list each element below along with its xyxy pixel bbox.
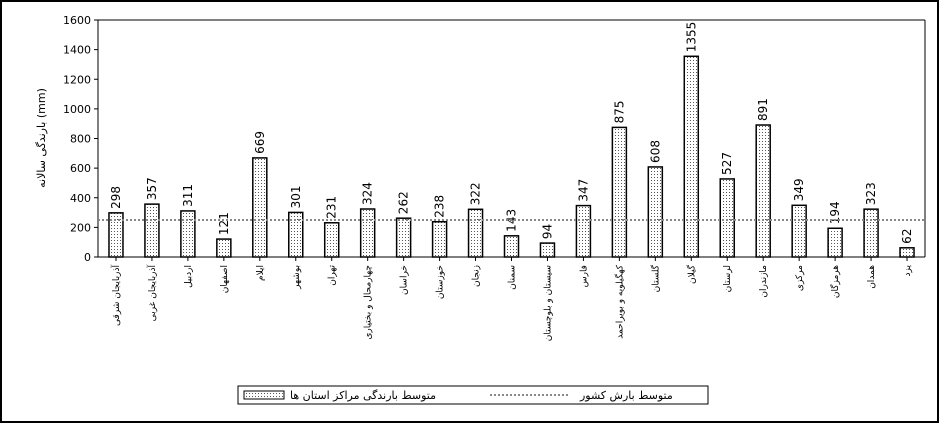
bar <box>719 178 735 258</box>
bar <box>683 55 700 258</box>
bar <box>180 210 196 258</box>
x-tick-label: بوشهر <box>292 265 302 290</box>
x-tick-label: سمنان <box>508 265 518 290</box>
value-label: 349 <box>792 178 806 201</box>
value-label: 121 <box>217 212 231 235</box>
value-label: 231 <box>325 196 339 219</box>
bar <box>216 238 232 258</box>
legend-box <box>237 385 709 405</box>
x-tick-label: چهارمحال و بختیاری <box>364 265 374 340</box>
bar <box>647 166 664 258</box>
x-tick-label: گیلان <box>685 264 697 284</box>
x-tick-label: سیستان و بلوچستان <box>543 265 553 341</box>
y-tick-label: 600 <box>70 162 91 175</box>
y-tick-label: 1000 <box>63 103 91 116</box>
x-tick-label: خوزستان <box>436 265 446 299</box>
bar <box>539 242 556 258</box>
bar <box>144 203 160 258</box>
bar <box>575 204 592 258</box>
y-axis-label: بارندگی سالانه (mm) <box>35 88 48 188</box>
x-tick-label: اردبیل <box>184 265 194 288</box>
value-label: 347 <box>576 179 590 202</box>
x-tick-label: اصفهان <box>220 265 230 293</box>
bar <box>503 235 520 258</box>
bar <box>431 220 448 258</box>
value-label: 322 <box>469 182 483 205</box>
x-tick-label: خراسان <box>400 265 410 295</box>
bar <box>899 247 915 258</box>
value-label: 311 <box>181 184 195 207</box>
bar <box>395 217 412 258</box>
value-label: 324 <box>361 182 375 205</box>
value-label: 1355 <box>684 22 698 53</box>
bar <box>827 227 843 258</box>
bar <box>611 126 628 258</box>
bar <box>755 124 771 258</box>
x-tick-label: آذربایجان غربی <box>146 265 158 322</box>
x-tick-label: زنجان <box>472 265 482 287</box>
y-tick-label: 0 <box>84 251 91 264</box>
x-tick-label: گلستان <box>649 264 661 292</box>
legend-swatch <box>243 390 285 400</box>
value-label: 875 <box>612 100 626 123</box>
y-tick-label: 1200 <box>63 73 91 86</box>
value-label: 357 <box>145 177 159 200</box>
value-label: 301 <box>289 186 303 209</box>
bar <box>359 208 376 258</box>
value-label: 262 <box>397 191 411 214</box>
x-tick-label: آذربایجان شرقی <box>110 265 122 326</box>
y-tick-label: 1400 <box>63 44 91 57</box>
x-tick-label: ایلام <box>256 265 266 281</box>
value-label: 194 <box>828 201 842 224</box>
y-tick-label: 400 <box>70 192 91 205</box>
bar <box>791 204 807 258</box>
value-label: 323 <box>864 182 878 205</box>
x-tick-label: مازندران <box>759 265 769 298</box>
value-label: 527 <box>720 152 734 175</box>
x-tick-label: همدان <box>867 265 877 289</box>
bar <box>863 208 879 258</box>
x-tick-label: یزد <box>903 265 913 277</box>
value-label: 608 <box>648 140 662 163</box>
bar <box>323 222 340 258</box>
y-tick-label: 200 <box>70 221 91 234</box>
bar <box>252 157 268 258</box>
legend-label: متوسط بارش کشور <box>579 389 673 402</box>
value-label: 62 <box>900 229 914 244</box>
value-label: 238 <box>433 195 447 218</box>
y-tick-label: 1600 <box>63 14 91 27</box>
value-label: 94 <box>540 224 554 239</box>
value-label: 891 <box>756 98 770 121</box>
x-tick-label: مرکزی <box>795 265 805 291</box>
x-tick-label: فارس <box>579 265 589 287</box>
value-label: 298 <box>109 186 123 209</box>
value-label: 669 <box>253 131 267 154</box>
legend-label: متوسط بارندگی مراکز استان ها <box>290 389 436 402</box>
bar <box>467 208 484 258</box>
x-tick-label: لرستان <box>723 265 733 292</box>
x-tick-label: هرمزگان <box>829 265 841 298</box>
x-tick-label: تهران <box>328 265 338 286</box>
x-tick-label: کهگیلویه و بویراحمد <box>613 264 625 338</box>
y-tick-label: 800 <box>70 133 91 146</box>
